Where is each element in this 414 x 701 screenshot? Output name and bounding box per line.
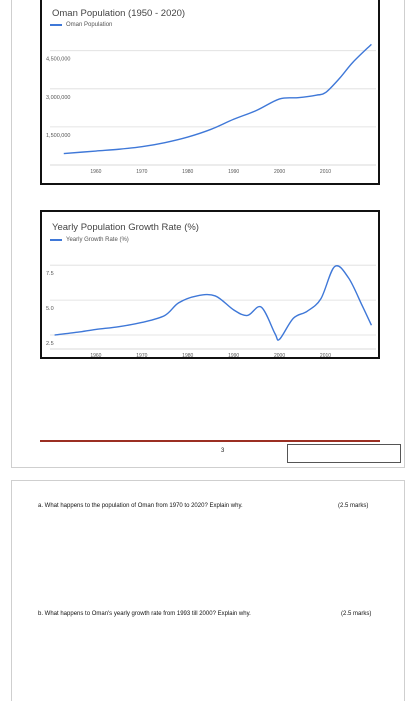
x-tick-label: 1990 bbox=[228, 353, 239, 357]
question-b-marks: (2.5 marks) bbox=[341, 611, 371, 617]
empty-box bbox=[287, 444, 401, 463]
y-tick-label: 3,000,000 bbox=[46, 95, 70, 101]
page-number: 3 bbox=[221, 448, 224, 454]
worksheet-page: Oman Population (1950 - 2020) Oman Popul… bbox=[11, 0, 405, 468]
series-line bbox=[55, 266, 372, 340]
question-a-marks: (2.5 marks) bbox=[338, 503, 368, 509]
x-tick-label: 2000 bbox=[274, 169, 285, 175]
red-rule bbox=[40, 440, 380, 442]
x-tick-label: 1980 bbox=[182, 353, 193, 357]
x-tick-label: 1980 bbox=[182, 169, 193, 175]
y-tick-label: 4,500,000 bbox=[46, 57, 70, 63]
x-tick-label: 1990 bbox=[228, 169, 239, 175]
x-tick-label: 1960 bbox=[90, 169, 101, 175]
population-chart-frame: Oman Population (1950 - 2020) Oman Popul… bbox=[40, 0, 380, 185]
series-line bbox=[64, 44, 372, 153]
x-tick-label: 2010 bbox=[320, 169, 331, 175]
growth-chart-frame: Yearly Population Growth Rate (%) Yearly… bbox=[40, 210, 380, 359]
question-a: a. What happens to the population of Oma… bbox=[38, 503, 243, 509]
y-tick-label: 5.0 bbox=[46, 306, 54, 312]
question-b: b. What happens to Oman's yearly growth … bbox=[38, 611, 251, 617]
x-tick-label: 1970 bbox=[136, 169, 147, 175]
x-tick-label: 1960 bbox=[90, 353, 101, 357]
x-tick-label: 2010 bbox=[320, 353, 331, 357]
y-tick-label: 1,500,000 bbox=[46, 133, 70, 139]
y-tick-label: 2.5 bbox=[46, 341, 54, 347]
question-page: a. What happens to the population of Oma… bbox=[11, 480, 405, 701]
population-chart-plot: 4,500,000 3,000,000 1,500,000 1960 1970 1980 1… bbox=[42, 0, 378, 183]
growth-chart-plot: 7.5 5.0 2.5 1960 1970 1980 1990 2000 2010 bbox=[42, 212, 378, 357]
x-tick-label: 2000 bbox=[274, 353, 285, 357]
x-tick-label: 1970 bbox=[136, 353, 147, 357]
y-tick-label: 7.5 bbox=[46, 271, 54, 277]
